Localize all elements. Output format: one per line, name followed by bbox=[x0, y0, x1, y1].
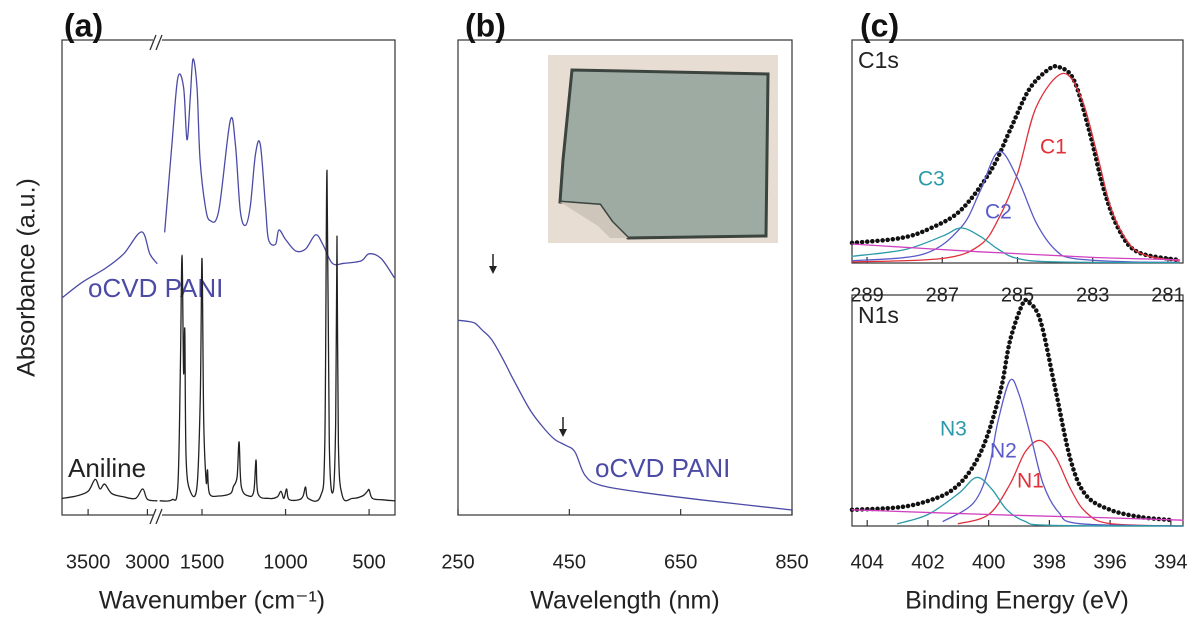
panel-label: (b) bbox=[465, 7, 506, 43]
panel-c1-frame bbox=[851, 39, 1184, 264]
series-label: oCVD PANI bbox=[595, 453, 730, 483]
x-tick-label: 500 bbox=[352, 551, 385, 573]
x-tick-label: 450 bbox=[553, 551, 586, 573]
panel-subtitle: N1s bbox=[858, 302, 899, 328]
data-line bbox=[457, 319, 793, 511]
x-tick-label: 289 bbox=[850, 284, 883, 306]
x-tick-label: 1000 bbox=[263, 551, 308, 573]
panel-b-frame bbox=[457, 39, 793, 516]
data-line bbox=[61, 58, 395, 299]
data-line bbox=[61, 169, 396, 502]
x-axis-title: Binding Energy (eV) bbox=[905, 587, 1129, 615]
data-line bbox=[942, 378, 1184, 527]
x-tick-label: 281 bbox=[1151, 284, 1184, 306]
series-label: C2 bbox=[985, 201, 1012, 224]
x-tick-label: 402 bbox=[911, 551, 944, 573]
series-label: N3 bbox=[940, 418, 967, 441]
x-tick-label: 287 bbox=[926, 284, 959, 306]
y-axis-title: Absorbance (a.u.) bbox=[13, 178, 41, 377]
series-label: Aniline bbox=[68, 453, 146, 483]
data-line bbox=[851, 227, 1180, 264]
panel-label: (a) bbox=[64, 7, 103, 43]
data-line bbox=[851, 243, 1180, 261]
x-axis-title: Wavenumber (cm⁻¹) bbox=[99, 587, 325, 615]
data-line bbox=[851, 509, 1184, 521]
x-tick-label: 3500 bbox=[66, 551, 111, 573]
x-tick-label: 404 bbox=[850, 551, 883, 573]
data-line bbox=[896, 476, 1184, 527]
x-tick-label: 3000 bbox=[125, 551, 170, 573]
panel-a-frame bbox=[61, 39, 396, 516]
x-tick-label: 283 bbox=[1076, 284, 1109, 306]
x-tick-label: 400 bbox=[972, 551, 1005, 573]
x-tick-label: 650 bbox=[664, 551, 697, 573]
x-tick-label: 850 bbox=[775, 551, 808, 573]
x-tick-label: 396 bbox=[1093, 551, 1126, 573]
panel-c2-frame bbox=[851, 294, 1184, 527]
data-dots bbox=[849, 297, 1174, 523]
x-tick-label: 394 bbox=[1154, 551, 1187, 573]
panel-label: (c) bbox=[860, 7, 899, 43]
photo-inset bbox=[548, 55, 778, 243]
series-label: N2 bbox=[990, 440, 1017, 463]
x-tick-label: 1500 bbox=[180, 551, 225, 573]
x-tick-label: 398 bbox=[1033, 551, 1066, 573]
series-label: C1 bbox=[1040, 136, 1067, 159]
peak-arrows bbox=[489, 254, 567, 437]
data-line bbox=[957, 439, 1184, 527]
series-label: N1 bbox=[1017, 470, 1044, 493]
axis-break bbox=[149, 34, 163, 525]
data-dots bbox=[849, 63, 1182, 263]
x-axis-title: Wavelength (nm) bbox=[530, 587, 719, 615]
series-label: C3 bbox=[918, 168, 945, 191]
x-tick-label: 250 bbox=[441, 551, 474, 573]
data-line bbox=[851, 150, 1180, 263]
data-line bbox=[851, 72, 1180, 263]
panel-subtitle: C1s bbox=[858, 47, 899, 73]
